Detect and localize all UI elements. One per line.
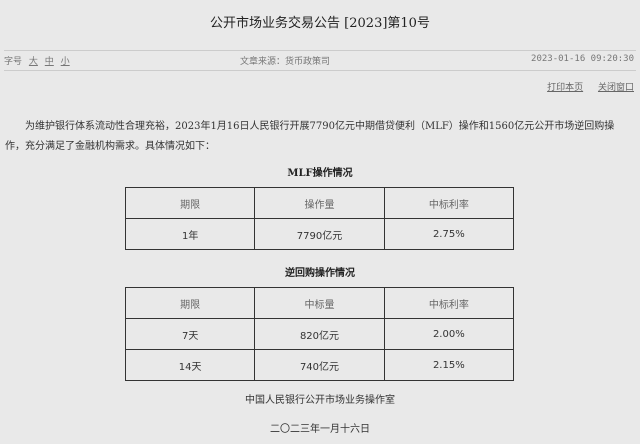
issuing-office: 中国人民银行公开市场业务操作室	[245, 395, 395, 406]
table-cell: 820亿元	[254, 318, 385, 350]
publish-datetime: 2023-01-16 09:20:30	[531, 54, 634, 64]
divider	[4, 70, 636, 71]
font-size-controls: 字号 大 中 小	[4, 54, 70, 67]
font-size-medium[interactable]: 中	[44, 57, 54, 67]
font-size-label: 字号	[4, 57, 23, 67]
mlf-caption: MLF操作情况	[287, 168, 353, 179]
table-cell: 1年	[124, 218, 256, 250]
table-row: 1年 7790亿元 2.75%	[124, 218, 515, 250]
repo-caption: 逆回购操作情况	[285, 268, 355, 279]
divider	[4, 50, 636, 51]
header-cell: 期限	[124, 287, 256, 319]
header-cell: 操作量	[254, 187, 385, 219]
table-cell: 7天	[124, 318, 256, 350]
table-row: 14天 740亿元 2.15%	[124, 349, 515, 381]
announcement-paragraph: 为维护银行体系流动性合理充裕，2023年1月16日人民银行开展7790亿元中期借…	[5, 121, 615, 152]
table-header-row: 期限 操作量 中标利率	[124, 187, 515, 219]
print-link[interactable]: 打印本页	[547, 83, 584, 93]
table-cell: 7790亿元	[254, 218, 385, 250]
header-cell: 期限	[124, 187, 256, 219]
header-cell: 中标利率	[383, 287, 515, 319]
table-row: 7天 820亿元 2.00%	[124, 318, 515, 350]
header-cell: 中标利率	[383, 187, 515, 219]
table-cell: 740亿元	[254, 349, 385, 381]
table-cell: 2.75%	[383, 218, 515, 250]
mlf-table: 期限 操作量 中标利率 1年 7790亿元 2.75%	[124, 187, 515, 250]
table-header-row: 期限 中标量 中标利率	[124, 287, 515, 319]
table-cell: 2.15%	[383, 349, 515, 381]
header-cell: 中标量	[254, 287, 385, 319]
font-size-small[interactable]: 小	[60, 57, 70, 67]
page-title: 公开市场业务交易公告 [2023]第10号	[210, 16, 430, 31]
close-window-link[interactable]: 关闭窗口	[597, 83, 634, 93]
issue-date: 二〇二三年一月十六日	[270, 424, 370, 435]
repo-table: 期限 中标量 中标利率 7天 820亿元 2.00% 14天 740亿元 2.15%	[124, 287, 515, 381]
table-cell: 14天	[124, 349, 256, 381]
article-source: 文章来源：货币政策司	[240, 57, 331, 67]
page-links: 打印本页 关闭窗口	[535, 80, 634, 93]
font-size-large[interactable]: 大	[28, 57, 38, 67]
table-cell: 2.00%	[383, 318, 515, 350]
